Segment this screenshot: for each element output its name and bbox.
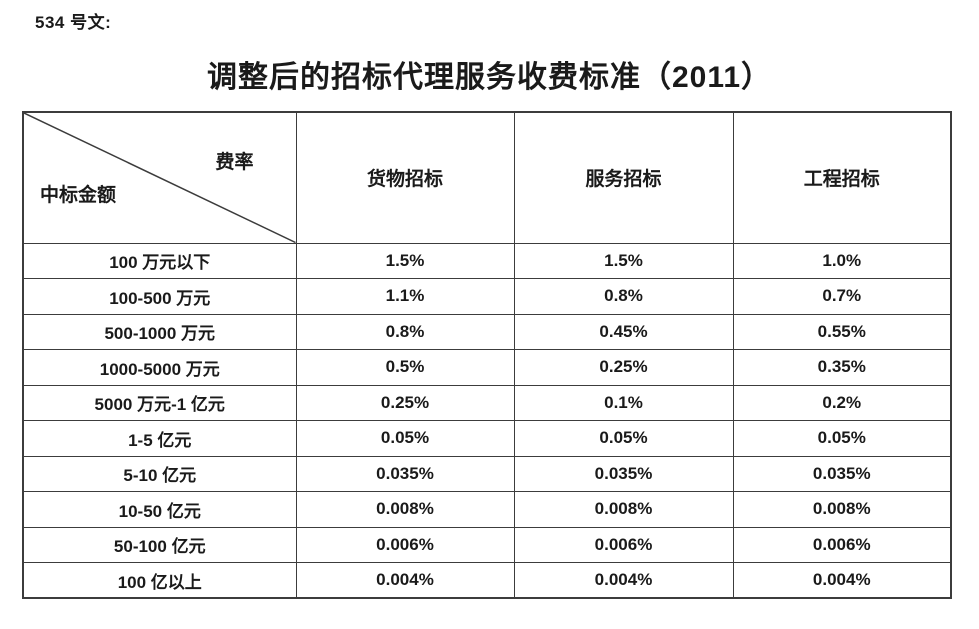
rate-cell: 0.05% bbox=[295, 420, 515, 457]
rate-cell: 0.035% bbox=[732, 455, 952, 492]
rate-cell: 0.004% bbox=[513, 562, 734, 599]
rate-cell: 0.1% bbox=[513, 384, 734, 421]
rate-cell: 0.035% bbox=[513, 455, 734, 492]
rate-cell: 0.8% bbox=[513, 278, 734, 315]
table-row: 5-10 亿元 0.035% 0.035% 0.035% bbox=[22, 455, 952, 492]
rate-cell: 0.006% bbox=[295, 526, 515, 563]
amount-cell: 50-100 亿元 bbox=[22, 526, 297, 563]
rate-cell: 0.008% bbox=[295, 491, 515, 528]
rate-cell: 0.5% bbox=[295, 349, 515, 386]
rate-cell: 0.008% bbox=[513, 491, 734, 528]
column-header-goods: 货物招标 bbox=[295, 111, 515, 244]
rate-cell: 0.25% bbox=[513, 349, 734, 386]
rate-cell: 1.5% bbox=[513, 242, 734, 279]
amount-cell: 5000 万元-1 亿元 bbox=[22, 384, 297, 421]
corner-header-cell: 费率 中标金额 bbox=[22, 111, 297, 244]
rate-cell: 0.008% bbox=[732, 491, 952, 528]
table-row: 1-5 亿元 0.05% 0.05% 0.05% bbox=[22, 420, 952, 457]
amount-cell: 100 亿以上 bbox=[22, 562, 297, 599]
rate-cell: 0.035% bbox=[295, 455, 515, 492]
amount-cell: 500-1000 万元 bbox=[22, 313, 297, 350]
column-header-service: 服务招标 bbox=[513, 111, 734, 244]
column-header-engineering: 工程招标 bbox=[732, 111, 952, 244]
rate-cell: 0.55% bbox=[732, 313, 952, 350]
table-row: 50-100 亿元 0.006% 0.006% 0.006% bbox=[22, 526, 952, 563]
rate-cell: 0.004% bbox=[732, 562, 952, 599]
corner-label-rate: 费率 bbox=[215, 152, 254, 173]
rate-cell: 0.8% bbox=[295, 313, 515, 350]
rate-cell: 0.004% bbox=[295, 562, 515, 599]
rate-cell: 0.05% bbox=[513, 420, 734, 457]
rate-cell: 0.35% bbox=[732, 349, 952, 386]
diagonal-divider-line bbox=[24, 113, 296, 243]
rate-cell: 0.7% bbox=[732, 278, 952, 315]
rate-cell: 1.5% bbox=[295, 242, 515, 279]
amount-cell: 5-10 亿元 bbox=[22, 455, 297, 492]
rate-cell: 0.2% bbox=[732, 384, 952, 421]
rate-cell: 0.45% bbox=[513, 313, 734, 350]
corner-label-amount: 中标金额 bbox=[40, 185, 117, 206]
amount-cell: 100 万元以下 bbox=[22, 242, 297, 279]
rate-cell: 0.006% bbox=[732, 526, 952, 563]
table-header-row: 费率 中标金额 货物招标 服务招标 工程招标 bbox=[22, 111, 952, 244]
table-row: 100 万元以下 1.5% 1.5% 1.0% bbox=[22, 242, 952, 279]
table-row: 500-1000 万元 0.8% 0.45% 0.55% bbox=[22, 313, 952, 350]
amount-cell: 10-50 亿元 bbox=[22, 491, 297, 528]
rate-cell: 0.25% bbox=[295, 384, 515, 421]
rate-cell: 1.0% bbox=[732, 242, 952, 279]
amount-cell: 1-5 亿元 bbox=[22, 420, 297, 457]
fee-rate-table: 费率 中标金额 货物招标 服务招标 工程招标 100 万元以下 1.5% 1.5… bbox=[22, 111, 952, 599]
table-row: 100 亿以上 0.004% 0.004% 0.004% bbox=[22, 562, 952, 599]
rate-cell: 0.05% bbox=[732, 420, 952, 457]
page-title: 调整后的招标代理服务收费标准（2011） bbox=[206, 61, 773, 94]
table-row: 1000-5000 万元 0.5% 0.25% 0.35% bbox=[22, 349, 952, 386]
table-row: 10-50 亿元 0.008% 0.008% 0.008% bbox=[22, 491, 952, 528]
amount-cell: 100-500 万元 bbox=[22, 278, 297, 315]
rate-cell: 0.006% bbox=[513, 526, 734, 563]
rate-cell: 1.1% bbox=[295, 278, 515, 315]
table-row: 100-500 万元 1.1% 0.8% 0.7% bbox=[22, 278, 952, 315]
doc-reference: 534 号文: bbox=[35, 13, 112, 32]
amount-cell: 1000-5000 万元 bbox=[22, 349, 297, 386]
table-row: 5000 万元-1 亿元 0.25% 0.1% 0.2% bbox=[22, 384, 952, 421]
